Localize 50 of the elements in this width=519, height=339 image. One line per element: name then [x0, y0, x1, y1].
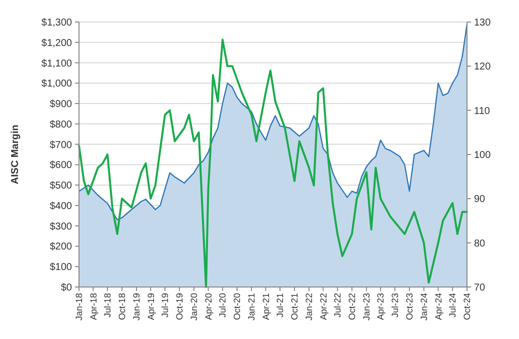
y2-tick-label: 70 [474, 282, 486, 294]
y2-tick-label: 90 [474, 194, 486, 206]
y-tick-label: $0 [60, 282, 72, 294]
x-tick-label: Jul-22 [332, 293, 343, 318]
x-tick-label: Apr-23 [376, 293, 386, 320]
y-tick-label: $800 [50, 119, 72, 130]
x-tick-label: Apr-24 [433, 293, 444, 320]
y2-tick-label: 120 [474, 62, 492, 73]
x-tick-label: Oct-19 [174, 293, 185, 320]
x-tick-label: Apr-18 [88, 293, 98, 320]
y-tick-label: $1,100 [41, 58, 72, 70]
y-tick-label: $1,200 [41, 38, 72, 49]
x-tick-label: Jul-24 [448, 293, 458, 318]
y2-tick-label: 130 [474, 18, 492, 28]
x-tick-label: Jan-22 [304, 293, 314, 321]
x-tick-label: Oct-21 [290, 293, 300, 320]
x-tick-label: Apr-19 [146, 293, 156, 320]
x-tick-label: Apr-21 [260, 293, 271, 320]
y-tick-label: $100 [50, 262, 72, 274]
x-tick-label: Oct-23 [404, 293, 415, 320]
y-tick-label: $500 [50, 180, 72, 192]
y-tick-label: $300 [50, 221, 72, 232]
x-tick-label: Jan-24 [419, 293, 430, 321]
x-tick-label: Jan-23 [362, 293, 372, 321]
x-tick-label: Jul-19 [160, 293, 170, 318]
x-tick-label: Jan-20 [189, 293, 200, 321]
x-tick-label: Jan-18 [74, 293, 84, 321]
y-tick-label: $1,000 [41, 78, 72, 90]
x-tick-label: Jul-23 [390, 293, 400, 318]
x-tick-label: Jul-21 [275, 293, 286, 318]
y-tick-label: $400 [50, 200, 72, 212]
y-tick-label: $200 [50, 242, 72, 253]
x-tick-label: Oct-18 [117, 293, 128, 320]
y-tick-label: $1,300 [41, 18, 72, 28]
y2-tick-label: 100 [474, 150, 492, 161]
x-tick-label: Jan-21 [246, 293, 257, 321]
x-tick-label: Oct-22 [347, 293, 358, 320]
x-tick-label: Jul-20 [218, 293, 228, 318]
x-tick-label: Jan-19 [132, 293, 142, 321]
y-tick-label: $700 [50, 140, 72, 151]
y-tick-label: $900 [50, 99, 72, 110]
x-tick-label: Apr-22 [318, 293, 328, 320]
x-tick-label: Jul-18 [102, 293, 113, 318]
y-tick-label: $600 [50, 160, 72, 172]
y2-tick-label: 80 [474, 238, 486, 250]
y2-tick-label: 110 [474, 106, 490, 117]
y-axis-title: AISC Margin [10, 124, 21, 184]
x-tick-label: Apr-20 [203, 293, 214, 320]
x-tick-label: Oct-24 [462, 293, 472, 320]
x-tick-label: Oct-20 [232, 293, 242, 320]
